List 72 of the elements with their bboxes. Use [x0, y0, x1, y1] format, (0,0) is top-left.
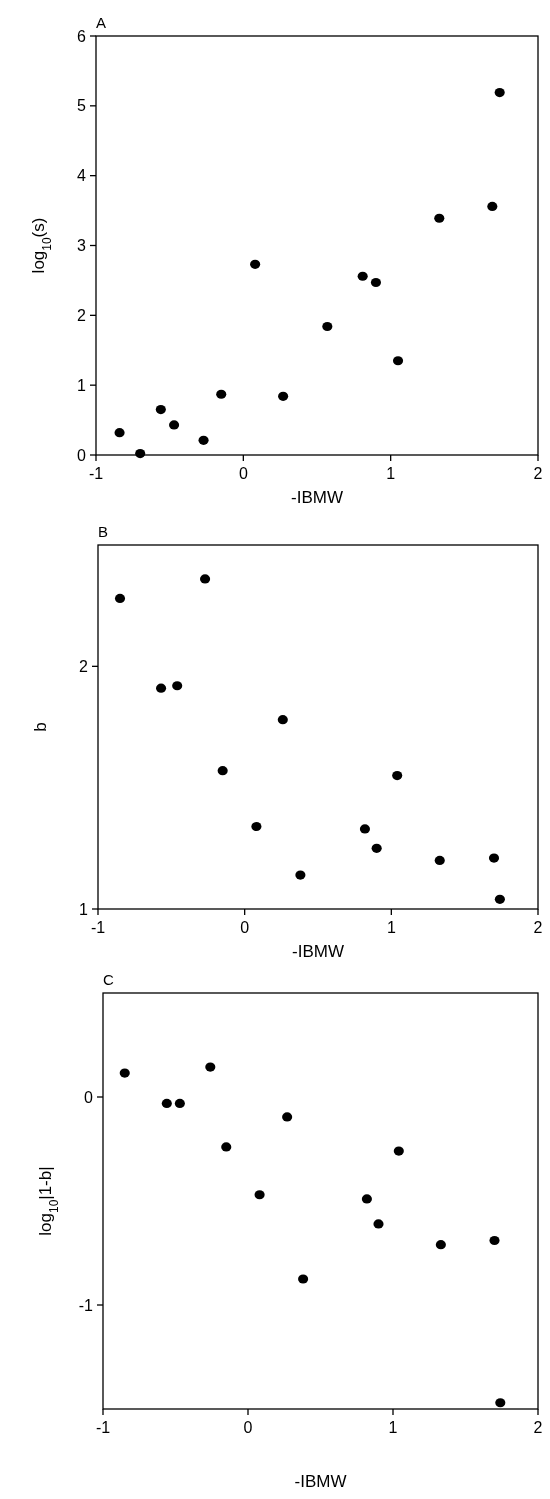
x-tick-label: 2	[533, 465, 543, 482]
x-tick-label: 2	[533, 919, 543, 936]
point	[392, 356, 404, 366]
y-axis-title: b	[31, 722, 50, 732]
point	[169, 420, 180, 430]
point	[361, 1194, 372, 1204]
y-tick-label: 0	[84, 1088, 94, 1106]
chart-title: C	[103, 971, 114, 988]
point	[282, 1112, 293, 1122]
point	[488, 853, 500, 863]
point	[174, 1098, 185, 1109]
point	[434, 213, 445, 223]
x-axis-title: -IBMW	[294, 1472, 347, 1491]
point	[254, 1190, 265, 1200]
x-tick-label: 2	[533, 1419, 543, 1436]
point	[494, 894, 505, 904]
y-tick-label: 2	[79, 657, 89, 675]
x-axis-title: -IBMW	[291, 488, 343, 507]
point	[298, 1274, 309, 1284]
point	[392, 770, 403, 781]
point	[359, 824, 370, 834]
point	[487, 201, 498, 211]
y-tick-label: 4	[77, 167, 87, 185]
point	[494, 87, 505, 98]
point	[135, 449, 146, 459]
y-tick-label: 3	[77, 237, 87, 255]
point	[278, 391, 289, 401]
point	[434, 855, 445, 866]
point	[155, 405, 166, 415]
chart-title: B	[98, 523, 109, 540]
x-tick-label: 1	[388, 1419, 398, 1436]
point	[495, 1398, 506, 1408]
point	[172, 681, 183, 691]
point	[200, 574, 211, 584]
point	[295, 870, 306, 880]
y-tick-label: 0	[77, 446, 87, 464]
point	[277, 715, 288, 725]
y-tick-label: 1	[79, 900, 89, 918]
x-axis-title: -IBMW	[292, 942, 344, 961]
y-tick-label: 5	[77, 97, 87, 115]
x-tick-label: -1	[90, 919, 106, 936]
x-tick-label: 1	[386, 465, 396, 482]
x-tick-label: -1	[95, 1419, 111, 1436]
point	[119, 1068, 130, 1078]
y-tick-label: 6	[77, 27, 87, 45]
point	[221, 1142, 232, 1152]
y-tick-label: -1	[78, 1296, 94, 1314]
point	[205, 1062, 216, 1072]
x-tick-label: 1	[386, 919, 396, 936]
point	[114, 593, 126, 603]
point	[251, 821, 262, 832]
point	[393, 1146, 404, 1156]
point	[370, 277, 381, 288]
point	[156, 683, 167, 693]
point	[250, 259, 261, 269]
x-tick-label: 0	[238, 465, 248, 482]
x-tick-label: 0	[240, 919, 250, 936]
chart-title: A	[96, 14, 107, 31]
point	[357, 271, 368, 281]
point	[114, 428, 125, 438]
point	[373, 1219, 384, 1229]
point	[322, 321, 333, 332]
point	[489, 1235, 500, 1246]
point	[198, 435, 209, 445]
point	[217, 766, 228, 776]
y-tick-label: 1	[77, 376, 87, 394]
y-tick-label: 2	[77, 306, 87, 324]
point	[216, 389, 227, 399]
x-tick-label: 0	[243, 1419, 253, 1436]
point	[435, 1240, 446, 1250]
point	[371, 843, 382, 853]
point	[161, 1098, 172, 1109]
